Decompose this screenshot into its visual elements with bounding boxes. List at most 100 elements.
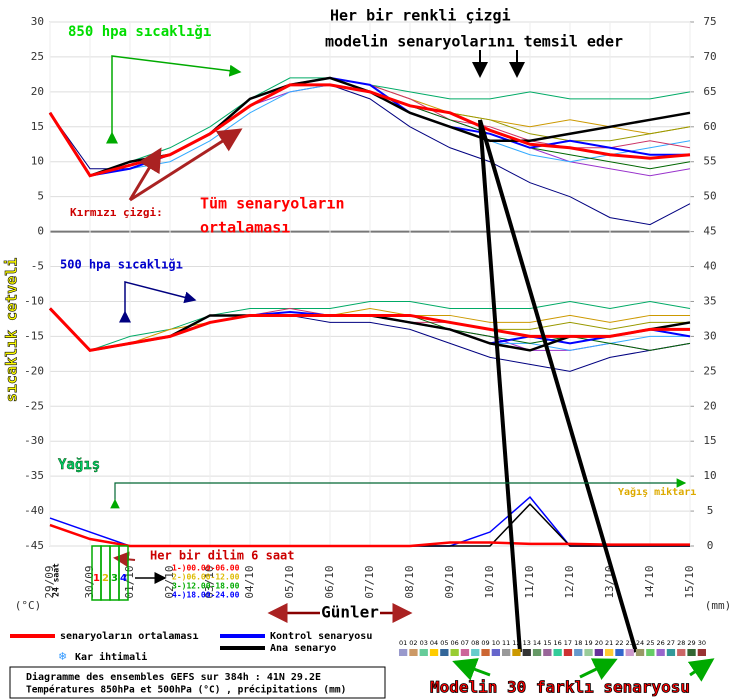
y-tick-label: -35 <box>24 469 44 482</box>
member-swatch <box>574 649 583 656</box>
footer-box <box>9 666 386 699</box>
y2-tick-label: 30 <box>703 329 716 342</box>
member-swatch <box>399 649 408 656</box>
arrow <box>129 128 243 202</box>
member-swatch <box>512 649 521 656</box>
annotation: Tüm senaryoların <box>200 195 345 213</box>
member-label: 03 <box>420 639 428 647</box>
legend-label: Kontrol senaryosu <box>270 631 372 642</box>
slice-box <box>118 545 129 601</box>
arrow <box>106 55 242 144</box>
y-tick-label: -25 <box>24 399 44 412</box>
y-axis-label: (°C) <box>15 599 42 612</box>
y2-tick-label: 60 <box>703 120 716 133</box>
annotation: 850 hpa sıcaklığı <box>68 24 211 40</box>
member-swatch <box>687 649 696 656</box>
member-label: 16 <box>554 639 562 647</box>
y2-tick-label: 35 <box>703 294 716 307</box>
member-swatch <box>450 649 459 656</box>
member-label: 18 <box>574 639 582 647</box>
annotation: 24 saat <box>52 563 61 597</box>
y-tick-label: 10 <box>31 155 44 168</box>
y2-tick-label: 55 <box>703 155 716 168</box>
pointer-line <box>478 119 638 653</box>
member-swatch <box>543 649 552 656</box>
member-label: 05 <box>440 639 448 647</box>
pointer-line <box>478 119 522 653</box>
x-tick-label: 05/10 <box>283 565 296 598</box>
member-swatch <box>697 649 706 656</box>
member-swatch <box>666 649 676 656</box>
slice-label: 4 <box>120 573 127 584</box>
y-tick-label: 30 <box>31 15 44 28</box>
x-tick-label: 06/10 <box>323 565 336 598</box>
y-tick-label: 25 <box>31 50 44 63</box>
x-tick-label: 15/10 <box>683 565 696 598</box>
annotation: Her bir renkli çizgi <box>330 7 511 25</box>
member-label: 24 <box>636 639 644 647</box>
member-label: 21 <box>605 639 613 647</box>
x-tick-label: 14/10 <box>643 565 656 598</box>
footer-text: Diagramme des ensembles GEFS sur 384h : … <box>26 671 321 683</box>
annotation: sıcaklık cetveli <box>3 258 21 403</box>
y-tick-label: -40 <box>24 504 44 517</box>
footer-text: Températures 850hPa et 500hPa (°C) , pré… <box>26 685 346 696</box>
member-label: 23 <box>626 639 634 647</box>
member-label: 29 <box>687 639 695 647</box>
y2-tick-label: 10 <box>703 469 716 482</box>
y-tick-label: 5 <box>37 190 44 203</box>
member-label: 08 <box>471 639 479 647</box>
y-tick-label: 0 <box>37 225 44 238</box>
x-tick-label: 04/10 <box>243 565 256 598</box>
member-label: 11 <box>502 639 510 647</box>
member-label: 09 <box>481 639 489 647</box>
y-tick-label: -20 <box>24 364 44 377</box>
member-label: 07 <box>461 639 469 647</box>
member-swatch <box>646 649 655 656</box>
y2-tick-label: 0 <box>707 539 714 552</box>
member-label: 02 <box>409 639 417 647</box>
y-tick-label: -5 <box>31 260 44 273</box>
member-label: 12 <box>512 639 520 647</box>
slice-label: 2 <box>102 573 109 584</box>
member-label: 15 <box>543 639 551 647</box>
y-tick-label: -30 <box>24 434 44 447</box>
x-tick-label: 01/10 <box>123 565 136 598</box>
plot <box>48 76 691 548</box>
series-line <box>48 307 690 352</box>
arrow <box>579 658 618 680</box>
y-tick-label: -45 <box>24 539 44 552</box>
x-tick-label: 29/09 <box>43 565 56 598</box>
member-swatch <box>419 649 428 656</box>
y2-tick-label: 5 <box>707 504 714 517</box>
slice-label: 3 <box>111 573 118 584</box>
y2-tick-label: 20 <box>703 399 716 412</box>
arrow <box>452 658 491 681</box>
annotation-arrows <box>9 50 715 699</box>
member-swatch <box>615 649 624 656</box>
y2-tick-label: 25 <box>703 364 716 377</box>
annotation: Yağış <box>58 457 100 473</box>
y2-tick-label: 50 <box>703 190 716 203</box>
annotation: Modelin 30 farklı senaryosu <box>430 678 690 697</box>
member-swatch <box>605 649 614 656</box>
annotation: Yağış miktarı <box>618 486 696 498</box>
annotation: ortalaması <box>200 219 290 237</box>
member-label: 19 <box>584 639 592 647</box>
slice-time: 4-)18.00-24.00 <box>172 591 240 600</box>
member-swatch <box>656 649 665 656</box>
member-swatch <box>440 649 449 656</box>
x-tick-label: 03/10 <box>203 565 216 598</box>
member-label: 26 <box>657 639 665 647</box>
y2-tick-label: 15 <box>703 434 716 447</box>
member-swatch <box>553 649 562 656</box>
member-label: 10 <box>492 639 500 647</box>
member-label: 25 <box>646 639 654 647</box>
annotation: 500 hpa sıcaklığı <box>60 258 183 272</box>
member-swatch <box>584 649 593 656</box>
member-swatch <box>635 649 645 656</box>
arrow <box>110 478 687 509</box>
member-label: 22 <box>615 639 623 647</box>
annotation: modelin senaryolarını temsil eder <box>325 33 623 51</box>
